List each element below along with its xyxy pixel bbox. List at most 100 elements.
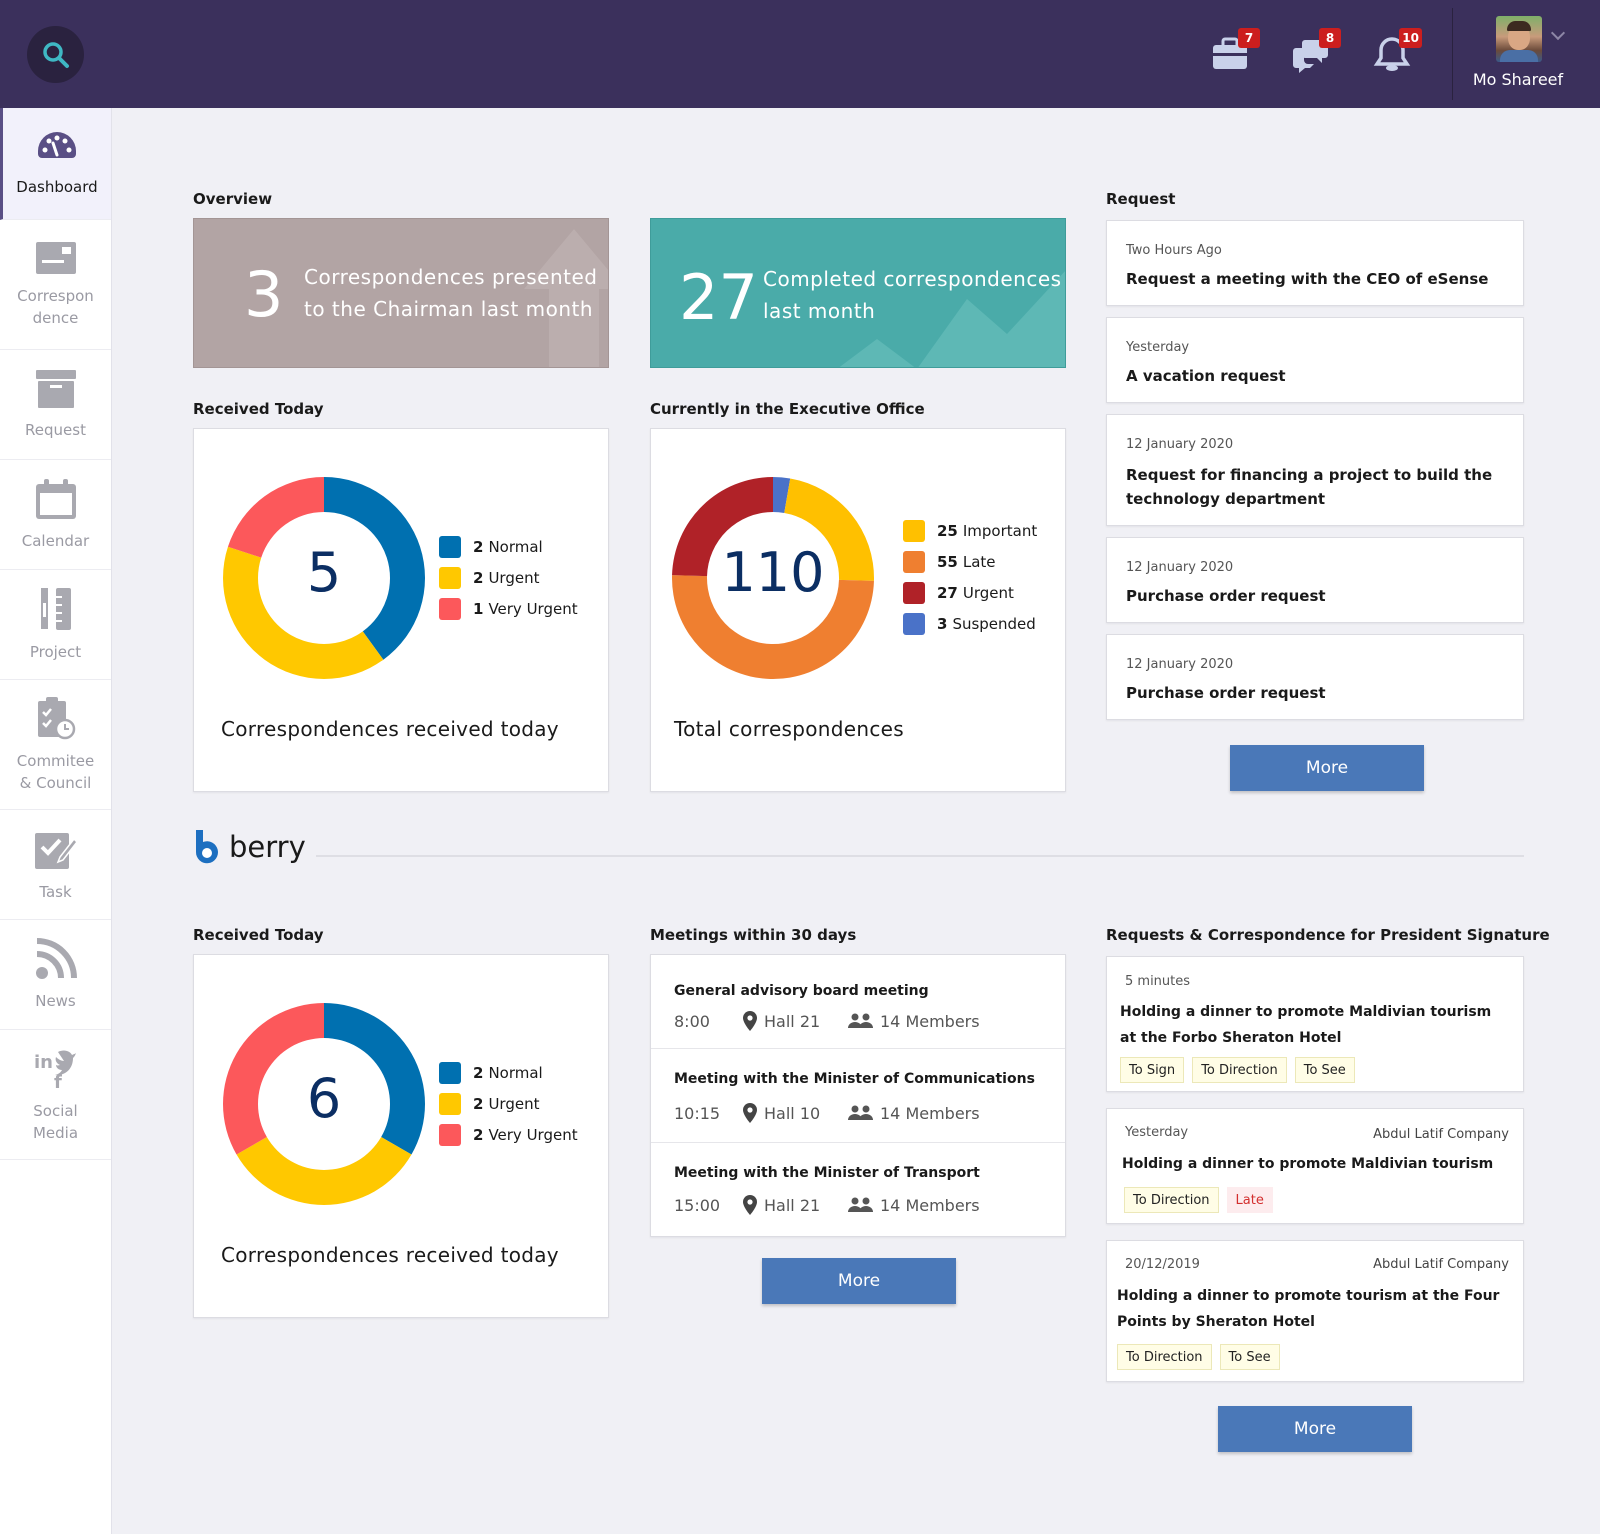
sidebar-item-calendar[interactable]: Calendar	[0, 460, 111, 570]
signature-company: Abdul Latif Company	[1373, 1127, 1509, 1142]
calendar-icon	[35, 478, 76, 519]
meeting-members-label: 14 Members	[880, 1011, 980, 1031]
meeting-item[interactable]: General advisory board meeting 8:00 Hall…	[651, 955, 1065, 1049]
chat-notifications[interactable]: 8	[1291, 28, 1341, 74]
tag-to-direction[interactable]: To Direction	[1124, 1187, 1219, 1213]
location-pin-icon	[743, 1195, 757, 1215]
meeting-members: 14 Members	[848, 1104, 980, 1123]
meeting-title: Meeting with the Minister of Transport	[674, 1165, 980, 1181]
legend-count: 2	[473, 1063, 484, 1082]
requests-more-button[interactable]: More	[1230, 745, 1424, 791]
tag-to-see[interactable]: To See	[1219, 1344, 1280, 1370]
sidebar-item-committee[interactable]: Commitee & Council	[0, 680, 111, 810]
sidebar-item-correspondence[interactable]: Correspon dence	[0, 220, 111, 350]
location-pin-icon	[743, 1011, 757, 1031]
signature-tags: To Direction Late	[1124, 1187, 1273, 1213]
signature-item[interactable]: Yesterday Abdul Latif Company Holding a …	[1106, 1108, 1524, 1224]
section-title-meetings: Meetings within 30 days	[650, 926, 857, 944]
location-pin-icon	[743, 1103, 757, 1123]
request-item[interactable]: Yesterday A vacation request	[1106, 317, 1524, 403]
correspondence-icon	[35, 241, 76, 274]
legend-count: 3	[937, 614, 948, 633]
sidebar-item-request[interactable]: Request	[0, 350, 111, 460]
received-today-donut	[223, 477, 426, 679]
request-title: A vacation request	[1126, 367, 1286, 385]
card-caption: Correspondences received today	[221, 1243, 559, 1267]
donut-slice-urgent	[672, 477, 773, 577]
request-title: Request a meeting with the CEO of eSense	[1126, 270, 1489, 288]
overview-tile-chairman[interactable]: 3 Correspondences presented to the Chair…	[193, 218, 609, 368]
bell-icon	[1373, 37, 1411, 71]
legend-swatch	[439, 535, 461, 558]
legend-swatch	[439, 566, 461, 589]
signature-item[interactable]: 5 minutes Holding a dinner to promote Ma…	[1106, 956, 1524, 1092]
header-divider	[1452, 8, 1453, 100]
meetings-card: General advisory board meeting 8:00 Hall…	[650, 954, 1066, 1237]
received-today-legend: 2 Normal 2 Urgent 1 Very Urgent	[439, 531, 578, 624]
request-item[interactable]: Two Hours Ago Request a meeting with the…	[1106, 220, 1524, 306]
tile-text: Completed correspondences last month	[763, 267, 1062, 323]
legend-count: 27	[937, 583, 958, 602]
dashboard-icon	[38, 131, 76, 158]
request-item[interactable]: 12 January 2020 Purchase order request	[1106, 634, 1524, 720]
section-title-received-today: Received Today	[193, 400, 324, 418]
legend-count: 2	[473, 568, 484, 587]
executive-office-card: 110 25 Important 55 Late 27 Urgent 3 Suspended …	[650, 428, 1066, 792]
request-item[interactable]: 12 January 2020 Purchase order request	[1106, 537, 1524, 623]
sidebar-item-news[interactable]: News	[0, 920, 111, 1030]
signature-more-button[interactable]: More	[1218, 1406, 1412, 1452]
legend-label: Urgent	[962, 583, 1014, 602]
legend-item: 2 Very Urgent	[439, 1119, 578, 1150]
meeting-location: Hall 21	[742, 1195, 848, 1215]
tag-late[interactable]: Late	[1226, 1187, 1273, 1213]
request-time: 12 January 2020	[1126, 560, 1234, 575]
legend-item: 3 Suspended	[903, 608, 1037, 639]
legend-label: Suspended	[952, 614, 1036, 633]
members-icon	[848, 1105, 873, 1120]
request-title: Request for financing a project to build…	[1126, 466, 1493, 508]
bell-notifications[interactable]: 10	[1372, 28, 1422, 74]
sidebar-item-dashboard[interactable]: Dashboard	[0, 108, 111, 220]
legend-label: Late	[962, 552, 996, 571]
committee-icon	[37, 696, 75, 739]
meetings-more-button[interactable]: More	[762, 1258, 956, 1304]
legend-count: 1	[473, 599, 484, 618]
overview-tile-completed[interactable]: 27 Completed correspondences last month	[650, 218, 1066, 368]
user-menu[interactable]: Mo Shareef	[1458, 14, 1588, 94]
donut-slice-normal	[324, 1003, 425, 1155]
sidebar-item-task[interactable]: Task	[0, 810, 111, 920]
news-icon	[35, 937, 77, 979]
request-time: Two Hours Ago	[1126, 243, 1222, 258]
legend-item: 25 Important	[903, 515, 1037, 546]
tag-to-sign[interactable]: To Sign	[1120, 1057, 1185, 1083]
svg-text:in: in	[34, 1052, 53, 1073]
card-caption: Total correspondences	[674, 717, 904, 741]
legend-label: Very Urgent	[488, 599, 578, 618]
sidebar-item-project[interactable]: Project	[0, 570, 111, 680]
meeting-item[interactable]: Meeting with the Minister of Transport 1…	[651, 1143, 1065, 1238]
tile-number: 27	[679, 261, 758, 334]
sidebar-item-social-media[interactable]: in f Social Media	[0, 1030, 111, 1160]
request-title: Purchase order request	[1126, 587, 1326, 605]
tag-to-direction[interactable]: To Direction	[1117, 1344, 1212, 1370]
signature-item[interactable]: 20/12/2019 Abdul Latif Company Holding a…	[1106, 1240, 1524, 1382]
donut-slice-very-urgent	[227, 477, 324, 558]
tag-to-see[interactable]: To See	[1294, 1057, 1355, 1083]
legend-swatch	[439, 597, 461, 620]
tag-to-direction[interactable]: To Direction	[1192, 1057, 1287, 1083]
task-icon	[34, 832, 78, 869]
donut-total: 6	[306, 1067, 342, 1130]
growth-arrow-decoration	[524, 229, 608, 367]
legend-label: Normal	[488, 537, 543, 556]
executive-office-donut	[672, 477, 874, 679]
sidebar-item-label: Request	[25, 420, 86, 439]
meeting-members-label: 14 Members	[880, 1195, 980, 1215]
meeting-item[interactable]: Meeting with the Minister of Communicati…	[651, 1049, 1065, 1143]
trend-chart-decoration	[839, 271, 1065, 367]
legend-swatch	[439, 1061, 461, 1084]
search-button[interactable]	[27, 26, 84, 83]
sidebar-item-label: Project	[29, 642, 82, 661]
legend-label: Urgent	[488, 568, 540, 587]
request-item[interactable]: 12 January 2020 Request for financing a …	[1106, 414, 1524, 526]
briefcase-notifications[interactable]: 7	[1210, 28, 1260, 74]
